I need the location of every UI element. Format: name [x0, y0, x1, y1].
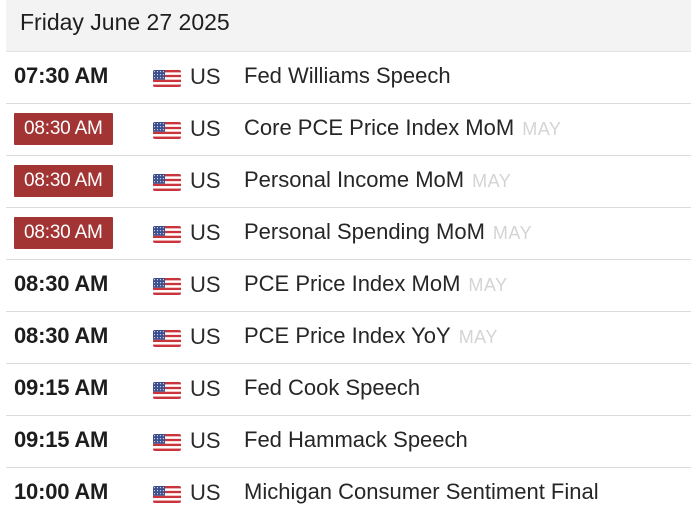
- event-country: US: [190, 220, 221, 245]
- event-title: PCE Price Index MoM: [244, 271, 461, 296]
- event-title: Fed Williams Speech: [244, 63, 451, 88]
- event-row[interactable]: 10:00 AM US Michigan Consumer Sentiment …: [6, 468, 691, 515]
- us-flag-icon: [153, 330, 181, 347]
- event-time-highlighted: 08:30 AM: [14, 217, 113, 249]
- event-period: MAY: [472, 171, 512, 191]
- us-flag-icon: [153, 382, 181, 399]
- us-flag-icon: [153, 226, 181, 243]
- event-country: US: [190, 272, 221, 297]
- event-country: US: [190, 480, 221, 505]
- event-period: MAY: [468, 275, 508, 295]
- event-country: US: [190, 168, 221, 193]
- event-title: Michigan Consumer Sentiment Final: [244, 479, 599, 504]
- date-label: Friday June 27 2025: [20, 9, 230, 35]
- us-flag-icon: [153, 278, 181, 295]
- event-title: Core PCE Price Index MoM: [244, 115, 515, 140]
- event-time: 08:30 AM: [14, 271, 109, 296]
- event-name[interactable]: Personal Income MoM MAY: [244, 167, 511, 193]
- event-name[interactable]: Personal Spending MoM MAY: [244, 219, 532, 245]
- us-flag-icon: [153, 486, 181, 503]
- event-period: MAY: [492, 223, 533, 243]
- event-time: 10:00 AM: [14, 479, 109, 504]
- event-period: MAY: [522, 119, 562, 139]
- event-period: MAY: [458, 327, 498, 347]
- us-flag-icon: [153, 70, 181, 87]
- event-name[interactable]: Michigan Consumer Sentiment Final: [244, 479, 607, 505]
- event-time: 08:30 AM: [14, 323, 109, 348]
- event-title: Fed Hammack Speech: [244, 427, 468, 452]
- event-row[interactable]: 09:15 AM US Fed Cook Speech: [6, 364, 691, 416]
- event-title: Fed Cook Speech: [244, 375, 421, 400]
- event-country: US: [190, 428, 221, 453]
- event-row[interactable]: 08:30 AM US Personal Spending MoM MAY: [6, 208, 691, 260]
- us-flag-icon: [153, 434, 181, 451]
- event-time-highlighted: 08:30 AM: [14, 165, 113, 197]
- event-time: 07:30 AM: [14, 63, 109, 88]
- event-row[interactable]: 08:30 AM US Personal Income MoM MAY: [6, 156, 691, 208]
- event-time: 09:15 AM: [14, 375, 109, 400]
- event-country: US: [190, 116, 221, 141]
- event-time: 09:15 AM: [14, 427, 109, 452]
- event-row[interactable]: 07:30 AM US Fed Williams Speech: [6, 52, 691, 104]
- event-row[interactable]: 08:30 AM US PCE Price Index MoM MAY: [6, 260, 691, 312]
- event-row[interactable]: 08:30 AM US PCE Price Index YoY MAY: [6, 312, 691, 364]
- event-time-highlighted: 08:30 AM: [14, 113, 113, 145]
- event-title: Personal Income MoM: [244, 167, 465, 192]
- date-header: Friday June 27 2025: [6, 0, 691, 52]
- event-name[interactable]: PCE Price Index MoM MAY: [244, 271, 508, 297]
- event-country: US: [190, 64, 221, 89]
- event-country: US: [190, 324, 221, 349]
- event-name[interactable]: Core PCE Price Index MoM MAY: [244, 115, 561, 141]
- event-title: Personal Spending MoM: [244, 219, 485, 244]
- us-flag-icon: [153, 174, 181, 191]
- event-row[interactable]: 09:15 AM US Fed Hammack Speech: [6, 416, 691, 468]
- event-title: PCE Price Index YoY: [244, 323, 451, 348]
- event-name[interactable]: PCE Price Index YoY MAY: [244, 323, 498, 349]
- event-name[interactable]: Fed Hammack Speech: [244, 427, 476, 453]
- event-row[interactable]: 08:30 AM US Core PCE Price Index MoM MAY: [6, 104, 691, 156]
- event-country: US: [190, 376, 221, 401]
- event-list: 07:30 AM US Fed Williams Speech 08:30 AM…: [0, 52, 691, 515]
- us-flag-icon: [153, 122, 181, 139]
- event-name[interactable]: Fed Williams Speech: [244, 63, 459, 89]
- event-name[interactable]: Fed Cook Speech: [244, 375, 428, 401]
